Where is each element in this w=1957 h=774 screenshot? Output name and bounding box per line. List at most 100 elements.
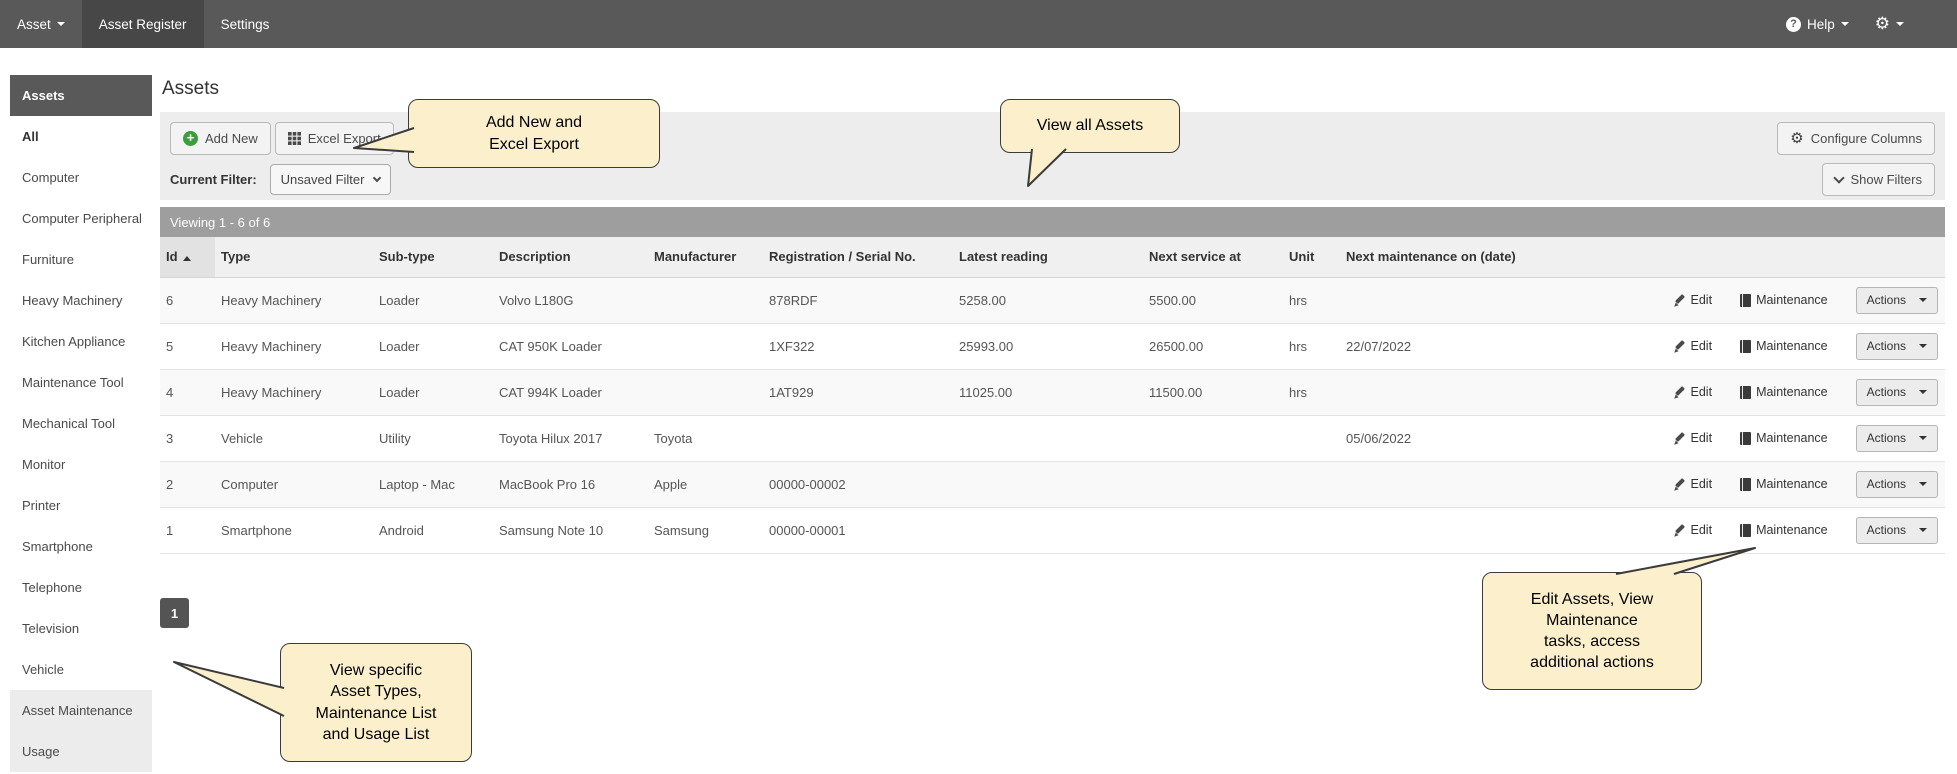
- maintenance-button[interactable]: Maintenance: [1740, 523, 1828, 537]
- cell-unit: [1283, 415, 1340, 462]
- column-header-next-maintenance-on-date[interactable]: Next maintenance on (date): [1340, 237, 1580, 278]
- cell-registration: [763, 415, 953, 462]
- edit-button[interactable]: Edit: [1673, 385, 1713, 399]
- cell-next-maintenance: [1340, 461, 1580, 508]
- maintenance-button[interactable]: Maintenance: [1740, 431, 1828, 445]
- sidebar-item-printer[interactable]: Printer: [10, 485, 152, 526]
- annotation-text: Edit Assets, View Maintenance tasks, acc…: [1530, 590, 1654, 672]
- help-label: Help: [1806, 16, 1835, 32]
- sidebar-item-monitor[interactable]: Monitor: [10, 444, 152, 485]
- sidebar-item-asset-maintenance[interactable]: Asset Maintenance: [10, 690, 152, 731]
- maintenance-button[interactable]: Maintenance: [1740, 293, 1828, 307]
- excel-export-button[interactable]: Excel Export: [274, 122, 394, 155]
- edit-button[interactable]: Edit: [1673, 339, 1713, 353]
- edit-button[interactable]: Edit: [1673, 431, 1713, 445]
- column-header-registration-serial-no[interactable]: Registration / Serial No.: [763, 237, 953, 278]
- sidebar-item-maintenance-tool[interactable]: Maintenance Tool: [10, 362, 152, 403]
- actions-dropdown-button[interactable]: Actions: [1855, 470, 1938, 498]
- cell-type: Heavy Machinery: [215, 369, 373, 416]
- actions-dropdown-button[interactable]: Actions: [1855, 332, 1938, 360]
- settings-menu[interactable]: ⚙: [1862, 15, 1917, 33]
- sort-asc-icon: [182, 256, 191, 262]
- cell-sub-type: Laptop - Mac: [373, 461, 493, 508]
- filter-select[interactable]: Unsaved Filter: [269, 164, 392, 195]
- column-header-latest-reading[interactable]: Latest reading: [953, 237, 1143, 278]
- nav-item-asset-register[interactable]: Asset Register: [81, 0, 204, 48]
- actions-dropdown-button[interactable]: Actions: [1855, 286, 1938, 314]
- book-icon: [1740, 477, 1752, 491]
- column-header-description[interactable]: Description: [493, 237, 648, 278]
- column-header-sub-type[interactable]: Sub-type: [373, 237, 493, 278]
- chevron-down-icon: [373, 173, 382, 183]
- actions-label: Actions: [1866, 477, 1906, 491]
- book-icon: [1740, 385, 1752, 399]
- cell-next-service: [1143, 415, 1283, 462]
- sidebar-item-heavy-machinery[interactable]: Heavy Machinery: [10, 280, 152, 321]
- sidebar-item-computer[interactable]: Computer: [10, 157, 152, 198]
- book-icon: [1740, 523, 1752, 537]
- sidebar-item-usage[interactable]: Usage: [10, 731, 152, 772]
- cell-actions: Edit Maintenance Actions: [1580, 507, 1945, 554]
- edit-button[interactable]: Edit: [1673, 293, 1713, 307]
- table-row: 3 Vehicle Utility Toyota Hilux 2017 Toyota 05…: [160, 415, 1945, 462]
- sidebar-item-kitchen-appliance[interactable]: Kitchen Appliance: [10, 321, 152, 362]
- sidebar-item-television[interactable]: Television: [10, 608, 152, 649]
- nav-item-label: Asset: [17, 16, 51, 32]
- column-header-next-service-at[interactable]: Next service at: [1143, 237, 1283, 278]
- column-header-unit[interactable]: Unit: [1283, 237, 1340, 278]
- actions-dropdown-button[interactable]: Actions: [1855, 424, 1938, 452]
- sidebar-item-vehicle[interactable]: Vehicle: [10, 649, 152, 690]
- nav-item-label: Asset Register: [98, 16, 187, 32]
- cell-id: 3: [160, 415, 215, 462]
- page-button-1[interactable]: 1: [160, 598, 189, 628]
- chevron-down-icon: [1919, 528, 1927, 532]
- cell-latest-reading: [953, 415, 1143, 462]
- cell-latest-reading: 11025.00: [953, 369, 1143, 416]
- actions-dropdown-button[interactable]: Actions: [1855, 516, 1938, 544]
- sidebar-item-computer-peripheral[interactable]: Computer Peripheral: [10, 198, 152, 239]
- column-header-label: Next service at: [1149, 249, 1241, 265]
- cell-latest-reading: 25993.00: [953, 323, 1143, 370]
- add-new-button[interactable]: Add New: [170, 122, 271, 155]
- edit-label: Edit: [1690, 477, 1713, 491]
- cell-type: Heavy Machinery: [215, 323, 373, 370]
- maintenance-button[interactable]: Maintenance: [1740, 339, 1828, 353]
- maintenance-label: Maintenance: [1756, 477, 1828, 491]
- sidebar-item-telephone[interactable]: Telephone: [10, 567, 152, 608]
- column-header-label: Next maintenance on (date): [1346, 249, 1516, 265]
- cell-manufacturer: Toyota: [648, 415, 763, 462]
- chevron-down-icon: [1833, 171, 1846, 184]
- sidebar-item-mechanical-tool[interactable]: Mechanical Tool: [10, 403, 152, 444]
- nav-item-settings[interactable]: Settings: [204, 0, 287, 48]
- column-header-label: Manufacturer: [654, 249, 737, 265]
- configure-columns-button[interactable]: ⚙ Configure Columns: [1777, 122, 1935, 155]
- cell-actions: Edit Maintenance Actions: [1580, 369, 1945, 416]
- cell-sub-type: Loader: [373, 369, 493, 416]
- cell-id: 1: [160, 507, 215, 554]
- sidebar-item-smartphone[interactable]: Smartphone: [10, 526, 152, 567]
- maintenance-label: Maintenance: [1756, 339, 1828, 353]
- sidebar-item-all[interactable]: All: [10, 116, 152, 157]
- annotation-text: View specific Asset Types, Maintenance L…: [315, 662, 437, 743]
- maintenance-button[interactable]: Maintenance: [1740, 477, 1828, 491]
- callout-tail-up-right-icon: [1615, 547, 1756, 575]
- edit-button[interactable]: Edit: [1673, 477, 1713, 491]
- chevron-down-icon: [1896, 22, 1904, 26]
- show-filters-button[interactable]: Show Filters: [1822, 163, 1935, 196]
- column-header-label: Id: [166, 249, 178, 265]
- column-header-id[interactable]: Id: [160, 237, 215, 278]
- sidebar-items: All Computer Computer Peripheral Furniture H…: [10, 116, 152, 772]
- maintenance-button[interactable]: Maintenance: [1740, 385, 1828, 399]
- sidebar-item-furniture[interactable]: Furniture: [10, 239, 152, 280]
- plus-icon: [183, 131, 198, 146]
- help-menu[interactable]: Help: [1773, 16, 1862, 32]
- maintenance-label: Maintenance: [1756, 293, 1828, 307]
- actions-dropdown-button[interactable]: Actions: [1855, 378, 1938, 406]
- column-header-type[interactable]: Type: [215, 237, 373, 278]
- column-header-manufacturer[interactable]: Manufacturer: [648, 237, 763, 278]
- filter-select-value: Unsaved Filter: [280, 172, 365, 187]
- nav-item-asset[interactable]: Asset: [0, 0, 82, 48]
- actions-label: Actions: [1866, 385, 1906, 399]
- navbar-left: Asset Asset Register Settings: [0, 0, 286, 48]
- edit-button[interactable]: Edit: [1673, 523, 1713, 537]
